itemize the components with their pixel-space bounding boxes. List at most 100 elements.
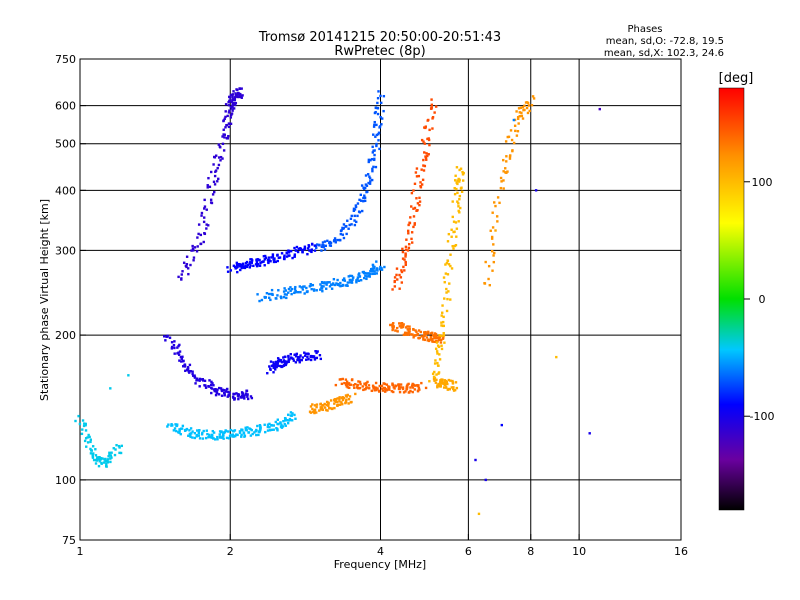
data-point <box>364 274 367 277</box>
data-point <box>205 208 208 211</box>
data-point <box>458 168 461 172</box>
data-point <box>350 279 353 282</box>
data-point <box>348 386 351 390</box>
data-point <box>276 259 279 263</box>
data-point <box>222 119 226 122</box>
data-point <box>511 149 514 153</box>
data-point <box>298 355 301 359</box>
data-point <box>318 354 322 357</box>
data-point <box>186 366 190 369</box>
data-point <box>327 401 330 405</box>
data-point <box>256 258 259 261</box>
data-point <box>231 433 234 436</box>
data-point <box>359 279 363 282</box>
data-point <box>504 171 507 174</box>
data-point <box>276 294 279 297</box>
data-point <box>407 232 410 235</box>
data-point <box>500 180 503 183</box>
data-point <box>221 157 224 160</box>
data-point <box>213 190 216 194</box>
data-point <box>371 267 375 270</box>
data-point <box>405 238 408 241</box>
data-point <box>398 287 401 290</box>
data-point <box>348 281 352 284</box>
data-point <box>368 175 371 178</box>
data-point <box>322 245 325 249</box>
data-point <box>531 95 535 98</box>
data-point <box>217 156 221 159</box>
data-point <box>457 202 460 205</box>
data-point <box>371 270 374 273</box>
data-point <box>286 418 289 422</box>
data-point <box>275 365 278 369</box>
data-point <box>224 429 228 433</box>
data-point <box>82 424 86 428</box>
data-point <box>496 196 500 199</box>
data-point <box>456 191 459 195</box>
data-point <box>229 433 232 437</box>
data-point <box>411 386 415 389</box>
data-point <box>318 409 321 412</box>
data-point <box>401 250 405 254</box>
data-point <box>340 382 344 386</box>
data-point <box>418 388 421 391</box>
data-point <box>383 387 387 391</box>
data-point <box>428 380 431 383</box>
data-point <box>232 102 235 105</box>
data-point <box>383 265 386 269</box>
data-point <box>165 335 168 338</box>
data-point <box>320 406 323 409</box>
data-point <box>276 253 279 257</box>
data-point <box>415 197 418 200</box>
data-point <box>94 448 97 451</box>
data-point <box>403 258 406 261</box>
data-point <box>436 336 439 340</box>
data-point <box>352 276 355 279</box>
data-point <box>373 270 376 273</box>
data-point <box>252 264 255 268</box>
data-point <box>256 424 259 428</box>
data-point <box>318 288 322 291</box>
data-point <box>193 436 197 440</box>
data-point <box>106 458 110 461</box>
data-point <box>245 428 248 432</box>
data-point <box>423 142 426 145</box>
data-point <box>500 423 504 427</box>
data-point <box>398 325 402 328</box>
data-point <box>224 126 227 129</box>
data-point <box>439 382 442 385</box>
data-point <box>456 182 459 186</box>
data-point <box>502 179 505 182</box>
data-point <box>360 184 364 187</box>
data-point <box>221 433 225 436</box>
data-point <box>341 398 345 402</box>
data-point <box>108 451 111 454</box>
data-point <box>341 403 344 406</box>
data-point <box>455 181 458 184</box>
data-point <box>440 334 443 338</box>
data-point <box>400 269 403 272</box>
data-point <box>221 435 224 438</box>
data-point <box>296 356 300 360</box>
data-point <box>112 447 115 450</box>
data-point <box>303 351 306 354</box>
data-point <box>438 358 442 361</box>
data-point <box>203 205 207 208</box>
data-point <box>461 173 465 176</box>
data-point <box>83 439 87 443</box>
data-point <box>282 364 285 367</box>
data-point <box>197 223 201 226</box>
data-point <box>207 176 210 180</box>
data-point <box>449 253 452 256</box>
data-point <box>270 292 273 296</box>
data-point <box>199 233 203 237</box>
data-point <box>426 137 429 141</box>
data-point <box>230 100 233 104</box>
data-point <box>380 268 384 271</box>
data-point <box>344 378 348 381</box>
data-point <box>416 389 420 392</box>
data-point <box>423 332 426 335</box>
data-point <box>211 434 214 438</box>
data-point <box>453 186 456 190</box>
data-point <box>96 456 99 459</box>
